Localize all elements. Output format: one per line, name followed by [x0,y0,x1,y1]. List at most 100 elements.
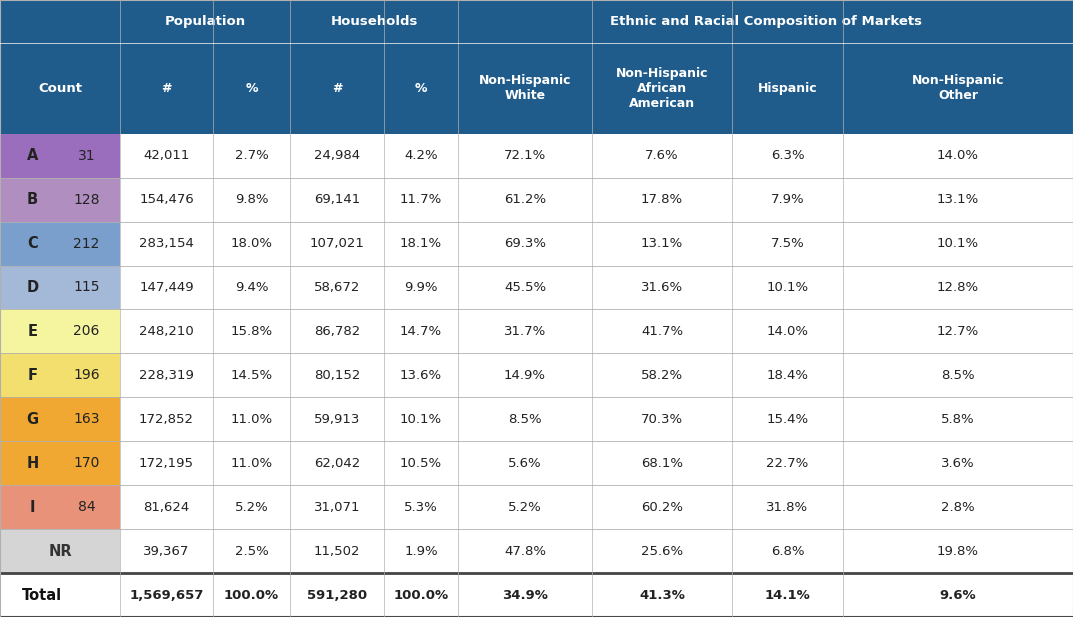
Text: 14.9%: 14.9% [504,369,546,382]
Text: 41.7%: 41.7% [641,325,684,338]
Text: 45.5%: 45.5% [504,281,546,294]
Text: 17.8%: 17.8% [641,193,684,206]
Text: 31: 31 [77,149,95,163]
Text: 31,071: 31,071 [313,500,361,514]
Text: C: C [27,236,38,251]
Text: 11.7%: 11.7% [400,193,442,206]
Text: 18.4%: 18.4% [766,369,808,382]
Text: 14.7%: 14.7% [400,325,442,338]
Bar [0,529,120,573]
Text: 18.0%: 18.0% [231,237,273,250]
Text: 14.5%: 14.5% [231,369,273,382]
Text: 22.7%: 22.7% [766,457,809,470]
Bar [120,265,1073,310]
Text: 13.1%: 13.1% [937,193,980,206]
Text: 2.5%: 2.5% [235,545,268,558]
Text: 9.9%: 9.9% [405,281,438,294]
Bar [0,0,1073,43]
Text: 15.4%: 15.4% [766,413,809,426]
Text: 84: 84 [77,500,95,514]
Text: 206: 206 [73,325,100,338]
Text: 100.0%: 100.0% [394,589,449,602]
Bar [0,310,120,354]
Text: D: D [27,280,39,295]
Bar [0,397,120,441]
Text: G: G [27,412,39,427]
Text: %: % [246,82,258,95]
Text: 69.3%: 69.3% [504,237,546,250]
Text: 14.0%: 14.0% [937,149,979,162]
Text: 58.2%: 58.2% [641,369,684,382]
Text: 2.7%: 2.7% [235,149,268,162]
Text: Count: Count [38,82,82,95]
Bar [0,265,120,310]
Bar [120,222,1073,265]
Text: 6.3%: 6.3% [770,149,805,162]
Text: 591,280: 591,280 [307,589,367,602]
Bar [120,529,1073,573]
Text: 14.0%: 14.0% [766,325,808,338]
Text: 11.0%: 11.0% [231,413,273,426]
Text: 10.5%: 10.5% [400,457,442,470]
Text: 13.1%: 13.1% [641,237,684,250]
Text: 100.0%: 100.0% [224,589,279,602]
Text: 196: 196 [73,368,100,383]
Text: 69,141: 69,141 [314,193,361,206]
Text: 1.9%: 1.9% [405,545,438,558]
Text: Ethnic and Racial Composition of Markets: Ethnic and Racial Composition of Markets [609,15,922,28]
Text: 42,011: 42,011 [144,149,190,162]
Text: 5.8%: 5.8% [941,413,974,426]
Text: 212: 212 [73,236,100,251]
Text: 10.1%: 10.1% [400,413,442,426]
Text: 172,852: 172,852 [139,413,194,426]
Text: Total: Total [21,587,62,603]
Text: 62,042: 62,042 [314,457,361,470]
Text: NR: NR [48,544,72,558]
Text: 58,672: 58,672 [313,281,361,294]
Text: 7.9%: 7.9% [770,193,805,206]
Text: 5.3%: 5.3% [405,500,438,514]
Text: 41.3%: 41.3% [640,589,685,602]
Text: 9.8%: 9.8% [235,193,268,206]
Bar [120,485,1073,529]
Text: 15.8%: 15.8% [231,325,273,338]
Text: Non-Hispanic
African
American: Non-Hispanic African American [616,67,708,110]
Text: 172,195: 172,195 [139,457,194,470]
Text: 10.1%: 10.1% [937,237,979,250]
Text: Households: Households [330,15,417,28]
Text: 9.4%: 9.4% [235,281,268,294]
Text: 154,476: 154,476 [139,193,194,206]
Bar [0,134,120,178]
Text: 31.6%: 31.6% [641,281,684,294]
Text: Non-Hispanic
White: Non-Hispanic White [479,74,571,102]
Text: 11.0%: 11.0% [231,457,273,470]
Text: 5.2%: 5.2% [509,500,542,514]
Text: %: % [415,82,427,95]
Text: 8.5%: 8.5% [509,413,542,426]
Bar [120,178,1073,222]
Bar [0,485,120,529]
Text: 31.8%: 31.8% [766,500,809,514]
Bar [120,354,1073,397]
Text: 19.8%: 19.8% [937,545,979,558]
Text: Non-Hispanic
Other: Non-Hispanic Other [912,74,1004,102]
Bar [0,354,120,397]
Text: 18.1%: 18.1% [400,237,442,250]
Bar [0,178,120,222]
Text: 80,152: 80,152 [313,369,361,382]
Bar [0,43,1073,134]
Text: 5.6%: 5.6% [509,457,542,470]
Text: B: B [27,192,38,207]
Text: 60.2%: 60.2% [641,500,684,514]
Text: 81,624: 81,624 [144,500,190,514]
Text: 25.6%: 25.6% [641,545,684,558]
Text: 8.5%: 8.5% [941,369,974,382]
Bar [120,441,1073,485]
Text: 86,782: 86,782 [314,325,361,338]
Text: 7.6%: 7.6% [645,149,679,162]
Text: 24,984: 24,984 [314,149,361,162]
Text: 39,367: 39,367 [144,545,190,558]
Text: I: I [30,500,35,515]
Bar [120,310,1073,354]
Text: 9.6%: 9.6% [940,589,976,602]
